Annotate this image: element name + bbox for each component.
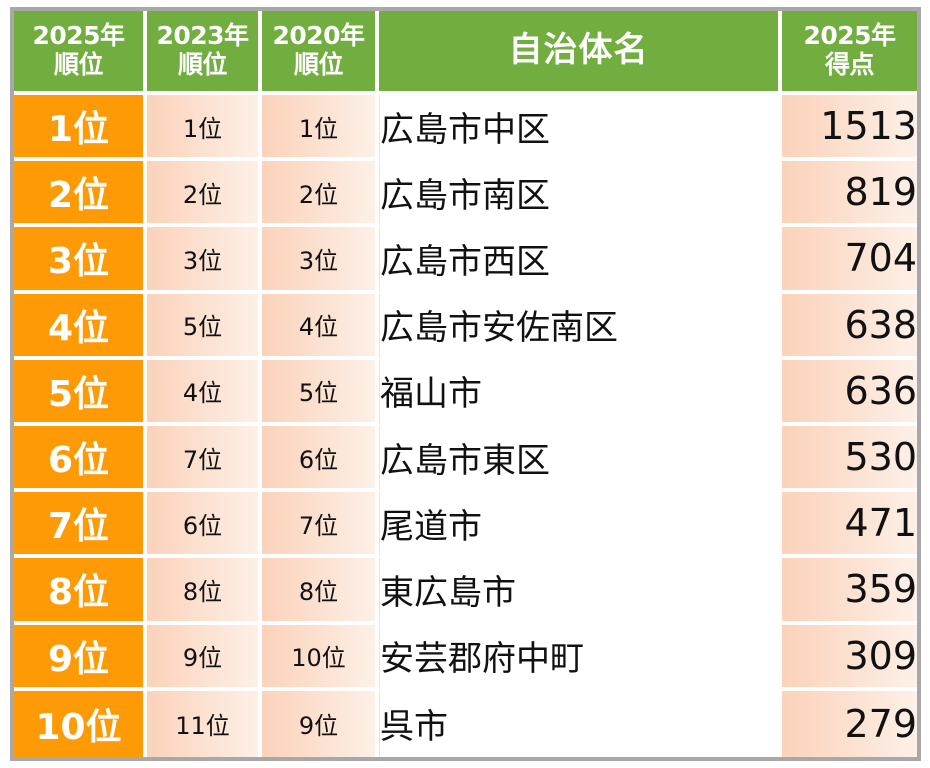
rank-2025-cell: 4位 [14, 293, 147, 360]
table-row: 4位 5位 4位 広島市安佐南区 638 [14, 293, 917, 360]
score-cell: 1513 [782, 95, 917, 162]
municipality-cell: 広島市南区 [379, 161, 782, 228]
rank-2023-cell: 5位 [147, 293, 262, 360]
rank-2023-cell: 4位 [147, 359, 262, 426]
table-row: 9位 9位 10位 安芸郡府中町 309 [14, 624, 917, 691]
table-row: 7位 6位 7位 尾道市 471 [14, 492, 917, 559]
score-cell: 359 [782, 558, 917, 625]
rank-2023-cell: 1位 [147, 95, 262, 162]
score-cell: 638 [782, 293, 917, 360]
rank-2025-cell: 5位 [14, 359, 147, 426]
header-rank-2020: 2020年 順位 [262, 11, 379, 95]
table-row: 5位 4位 5位 福山市 636 [14, 359, 917, 426]
header-rank-2023: 2023年 順位 [147, 11, 262, 95]
table-row: 6位 7位 6位 広島市東区 530 [14, 425, 917, 493]
rank-2020-cell: 6位 [262, 425, 379, 493]
rank-2020-cell: 5位 [262, 359, 379, 426]
score-cell: 530 [782, 425, 917, 493]
table-row: 10位 11位 9位 呉市 279 [14, 690, 917, 757]
rank-2023-cell: 2位 [147, 161, 262, 228]
municipality-cell: 尾道市 [379, 492, 782, 559]
rank-2023-cell: 9位 [147, 624, 262, 691]
rank-2020-cell: 8位 [262, 558, 379, 625]
rank-2023-cell: 11位 [147, 690, 262, 757]
score-cell: 704 [782, 227, 917, 294]
rank-2025-cell: 10位 [14, 690, 147, 757]
rank-2020-cell: 3位 [262, 227, 379, 294]
score-cell: 819 [782, 161, 917, 228]
municipality-cell: 広島市東区 [379, 425, 782, 493]
rank-2025-cell: 1位 [14, 95, 147, 162]
header-municipality: 自治体名 [379, 11, 782, 95]
table-row: 2位 2位 2位 広島市南区 819 [14, 161, 917, 228]
rank-2023-cell: 3位 [147, 227, 262, 294]
score-cell: 636 [782, 359, 917, 426]
table-row: 1位 1位 1位 広島市中区 1513 [14, 95, 917, 162]
rank-2023-cell: 7位 [147, 425, 262, 493]
municipality-cell: 広島市安佐南区 [379, 293, 782, 360]
header-score-2025: 2025年 得点 [782, 11, 917, 95]
rank-2025-cell: 6位 [14, 425, 147, 493]
municipality-cell: 呉市 [379, 690, 782, 757]
table-row: 3位 3位 3位 広島市西区 704 [14, 227, 917, 294]
municipality-cell: 広島市中区 [379, 95, 782, 162]
rank-2025-cell: 7位 [14, 492, 147, 559]
municipality-cell: 福山市 [379, 359, 782, 426]
rank-2020-cell: 9位 [262, 690, 379, 757]
ranking-table: 2025年 順位 2023年 順位 2020年 順位 自治体名 2025年 得点… [14, 11, 917, 757]
rank-2020-cell: 1位 [262, 95, 379, 162]
rank-2020-cell: 7位 [262, 492, 379, 559]
score-cell: 279 [782, 690, 917, 757]
rank-2025-cell: 8位 [14, 558, 147, 625]
header-rank-2025: 2025年 順位 [14, 11, 147, 95]
rank-2020-cell: 4位 [262, 293, 379, 360]
rank-2025-cell: 3位 [14, 227, 147, 294]
header-row: 2025年 順位 2023年 順位 2020年 順位 自治体名 2025年 得点 [14, 11, 917, 95]
rank-2020-cell: 10位 [262, 624, 379, 691]
municipality-cell: 安芸郡府中町 [379, 624, 782, 691]
rank-2023-cell: 6位 [147, 492, 262, 559]
municipality-cell: 広島市西区 [379, 227, 782, 294]
rank-2025-cell: 9位 [14, 624, 147, 691]
rank-2023-cell: 8位 [147, 558, 262, 625]
score-cell: 471 [782, 492, 917, 559]
score-cell: 309 [782, 624, 917, 691]
rank-2025-cell: 2位 [14, 161, 147, 228]
rank-2020-cell: 2位 [262, 161, 379, 228]
municipality-cell: 東広島市 [379, 558, 782, 625]
table-row: 8位 8位 8位 東広島市 359 [14, 558, 917, 625]
